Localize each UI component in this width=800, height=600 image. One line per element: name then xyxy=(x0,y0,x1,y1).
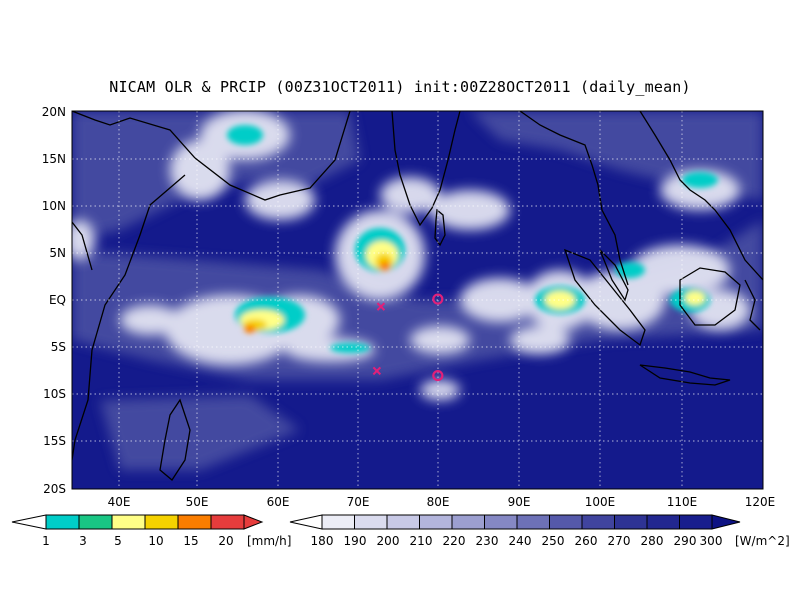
chart-title: NICAM OLR & PRCIP (00Z31OCT2011) init:00… xyxy=(109,78,691,96)
precip-tick-label: 10 xyxy=(148,534,163,548)
precip-unit-label: [mm/h] xyxy=(247,534,291,548)
lat-label: 5N xyxy=(49,246,66,260)
lon-label: 110E xyxy=(667,495,698,509)
lat-label: 15N xyxy=(42,152,66,166)
circle-marker xyxy=(432,293,444,305)
olr-tick-label: 270 xyxy=(608,534,631,548)
olr-tick-label: 190 xyxy=(344,534,367,548)
grid-lines xyxy=(72,111,763,489)
olr-color-cell xyxy=(419,514,453,530)
precip-tick-label: 1 xyxy=(42,534,50,548)
olr-color-cell xyxy=(354,514,388,530)
olr-tick-label: 260 xyxy=(575,534,598,548)
lat-label: 5S xyxy=(51,340,66,354)
precip-color-cell xyxy=(111,514,146,530)
precip-bar-high-arrow xyxy=(243,514,264,530)
precip-tick-label: 15 xyxy=(183,534,198,548)
lat-label: 20N xyxy=(42,105,66,119)
storm-markers xyxy=(372,293,444,382)
olr-tick-label: 250 xyxy=(542,534,565,548)
lat-label: 20S xyxy=(43,482,66,496)
olr-tick-label: 280 xyxy=(641,534,664,548)
precip-color-cell xyxy=(144,514,179,530)
lon-label: 50E xyxy=(186,495,209,509)
latitude-labels: 20N 15N 10N 5N EQ 5S 10S 15S 20S xyxy=(42,105,66,496)
lon-label: 90E xyxy=(508,495,531,509)
lon-label: 100E xyxy=(585,495,616,509)
olr-unit-label: [W/m^2] xyxy=(735,534,790,548)
circle-marker xyxy=(432,370,444,382)
lat-label: 10N xyxy=(42,199,66,213)
olr-field xyxy=(72,111,763,470)
longitude-labels: 40E 50E 60E 70E 80E 90E 100E 110E 120E xyxy=(108,495,776,509)
olr-color-cell xyxy=(679,514,713,530)
olr-tick-label: 180 xyxy=(311,534,334,548)
map-frame xyxy=(71,110,764,490)
lat-label: 15S xyxy=(43,434,66,448)
olr-color-cell xyxy=(646,514,680,530)
precip-color-cell xyxy=(177,514,212,530)
olr-color-cell xyxy=(549,514,583,530)
olr-tick-label: 200 xyxy=(377,534,400,548)
olr-color-cell xyxy=(386,514,420,530)
olr-tick-label: 220 xyxy=(443,534,466,548)
precip-bar-low-arrow xyxy=(11,514,47,530)
precip-tick-label: 20 xyxy=(218,534,233,548)
lon-label: 120E xyxy=(745,495,776,509)
lon-label: 40E xyxy=(108,495,131,509)
olr-tick-label: 240 xyxy=(509,534,532,548)
olr-tick-label: 290 xyxy=(674,534,697,548)
lat-label: 10S xyxy=(43,387,66,401)
olr-color-cell xyxy=(321,514,355,530)
olr-tick-label: 210 xyxy=(410,534,433,548)
olr-tick-label: 230 xyxy=(476,534,499,548)
olr-color-cell xyxy=(516,514,550,530)
precip-tick-label: 5 xyxy=(114,534,122,548)
olr-bar-low-arrow xyxy=(289,514,323,530)
olr-color-cell xyxy=(614,514,648,530)
lon-label: 80E xyxy=(427,495,450,509)
lon-label: 70E xyxy=(347,495,370,509)
coastlines xyxy=(72,111,763,481)
precip-tick-label: 3 xyxy=(79,534,87,548)
lon-label: 60E xyxy=(267,495,290,509)
precip-colorbar: 1 3 5 10 15 20 [mm/h] xyxy=(11,514,291,548)
precip-color-cell xyxy=(78,514,113,530)
olr-bar-high-arrow xyxy=(711,514,741,530)
olr-color-cell xyxy=(484,514,518,530)
olr-color-cell xyxy=(581,514,615,530)
olr-tick-label: 300 xyxy=(700,534,723,548)
precip-color-cell xyxy=(210,514,245,530)
olr-colorbar: 180 190 200 210 220 230 240 250 260 270 … xyxy=(289,514,790,548)
cross-marker xyxy=(372,366,382,376)
precip-color-cell xyxy=(45,514,80,530)
cross-marker xyxy=(376,302,386,311)
olr-color-cell xyxy=(451,514,485,530)
lat-label: EQ xyxy=(49,293,66,307)
